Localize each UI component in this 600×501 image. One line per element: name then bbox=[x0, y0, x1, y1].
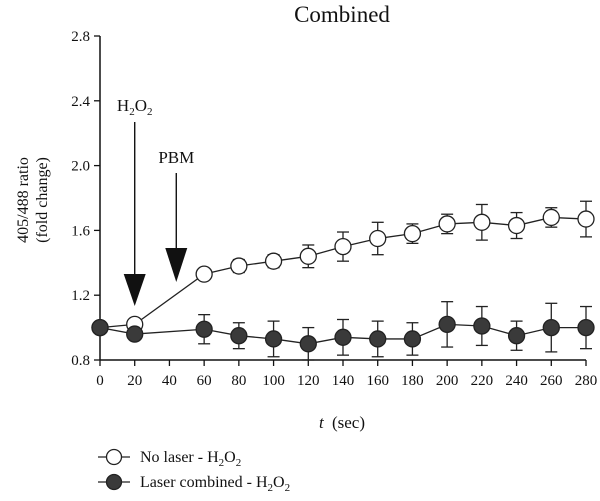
annotation-pbm-arrow-head bbox=[165, 248, 188, 282]
x-tick-label-8: 160 bbox=[366, 373, 389, 389]
series-1 bbox=[91, 301, 595, 361]
y-axis-label-line2: (fold change) bbox=[34, 157, 51, 243]
legend-text-no-laser: No laser - H bbox=[140, 449, 219, 466]
y-tick-label-3: 2.0 bbox=[71, 159, 90, 175]
annotation-h2o2: H2O2 bbox=[117, 96, 153, 118]
annotation-pbm: PBM bbox=[158, 148, 194, 167]
series-1-point-1 bbox=[126, 325, 144, 343]
annotation-h2o2-arrow-head bbox=[123, 274, 146, 306]
series-0-point-4 bbox=[264, 252, 283, 270]
x-tick-label-9: 180 bbox=[401, 373, 424, 389]
series-0-point-10 bbox=[473, 213, 491, 231]
x-axis-label-unit: (sec) bbox=[332, 413, 365, 432]
y-tick-label-0: 0.8 bbox=[71, 353, 90, 369]
series-0-point-2 bbox=[195, 265, 213, 283]
y-tick-label-4: 2.4 bbox=[71, 94, 90, 110]
legend-o-no-laser: O bbox=[224, 449, 236, 466]
legend-label-laser: Laser combined - H2O2 bbox=[140, 474, 290, 494]
series-1-point-6 bbox=[334, 328, 352, 346]
series-1-point-8 bbox=[403, 330, 422, 348]
series-0 bbox=[91, 200, 595, 337]
x-tick-label-11: 220 bbox=[471, 373, 494, 389]
x-tick-label-0: 0 bbox=[96, 373, 104, 389]
x-tick-label-14: 280 bbox=[575, 373, 598, 389]
legend-marker-no-laser bbox=[105, 448, 123, 466]
x-tick-label-12: 240 bbox=[505, 373, 528, 389]
x-tick-label-4: 80 bbox=[231, 373, 246, 389]
legend-sub-no-laser-1: 2 bbox=[219, 457, 225, 469]
y-axis-label: 405/488 ratio (fold change) bbox=[15, 157, 51, 243]
series-0-point-13 bbox=[577, 210, 595, 228]
series-1-point-11 bbox=[507, 327, 526, 345]
x-tick-label-7: 140 bbox=[332, 373, 355, 389]
legend: No laser - H2O2 Laser combined - H2O2 bbox=[98, 448, 290, 494]
series-0-point-7 bbox=[369, 229, 387, 248]
x-tick-label-6: 120 bbox=[297, 373, 320, 389]
series-1-point-10 bbox=[473, 317, 491, 335]
legend-text-laser: Laser combined - H bbox=[140, 474, 268, 491]
y-tick-label-1: 1.2 bbox=[71, 288, 90, 304]
series-layer bbox=[91, 200, 595, 361]
series-0-point-12 bbox=[542, 208, 560, 227]
series-1-point-0 bbox=[91, 318, 109, 337]
x-tick-label-1: 20 bbox=[127, 373, 142, 389]
series-0-point-11 bbox=[507, 216, 526, 235]
legend-o-laser: O bbox=[273, 474, 285, 491]
y-tick-label-5: 2.8 bbox=[71, 29, 90, 45]
annotations: H2O2 PBM bbox=[117, 96, 194, 306]
legend-marker-laser bbox=[105, 473, 123, 491]
series-1-point-12 bbox=[542, 318, 560, 337]
legend-sub-no-laser-2: 2 bbox=[236, 457, 242, 469]
series-1-point-3 bbox=[230, 327, 248, 345]
series-1-point-4 bbox=[264, 330, 283, 348]
x-axis-label: t (sec) bbox=[319, 413, 365, 432]
series-1-point-13 bbox=[577, 318, 595, 337]
x-tick-label-2: 40 bbox=[162, 373, 177, 389]
series-0-point-5 bbox=[299, 247, 317, 265]
series-0-point-6 bbox=[334, 237, 352, 256]
series-1-point-2 bbox=[195, 320, 213, 338]
series-0-point-8 bbox=[403, 224, 422, 243]
x-tick-label-10: 200 bbox=[436, 373, 459, 389]
y-axis-label-line1: 405/488 ratio bbox=[15, 157, 32, 243]
series-1-point-9 bbox=[438, 315, 456, 334]
series-1-point-5 bbox=[299, 335, 317, 353]
chart-title: Combined bbox=[294, 2, 390, 27]
x-tick-label-5: 100 bbox=[262, 373, 285, 389]
axes: 0.8 1.2 1.6 2.0 2.4 2.8 0 20 40 60 80 100 120 140 160 1… bbox=[71, 29, 597, 389]
legend-label-no-laser: No laser - H2O2 bbox=[140, 449, 241, 469]
x-tick-label-3: 60 bbox=[197, 373, 212, 389]
legend-sub-laser-2: 2 bbox=[285, 482, 291, 494]
series-0-point-3 bbox=[230, 257, 248, 275]
x-axis-label-var: t bbox=[319, 413, 325, 432]
series-1-point-7 bbox=[369, 330, 387, 348]
y-tick-label-2: 1.6 bbox=[71, 223, 90, 239]
legend-sub-laser-1: 2 bbox=[268, 482, 274, 494]
series-0-point-9 bbox=[438, 215, 456, 233]
x-tick-label-13: 260 bbox=[540, 373, 563, 389]
